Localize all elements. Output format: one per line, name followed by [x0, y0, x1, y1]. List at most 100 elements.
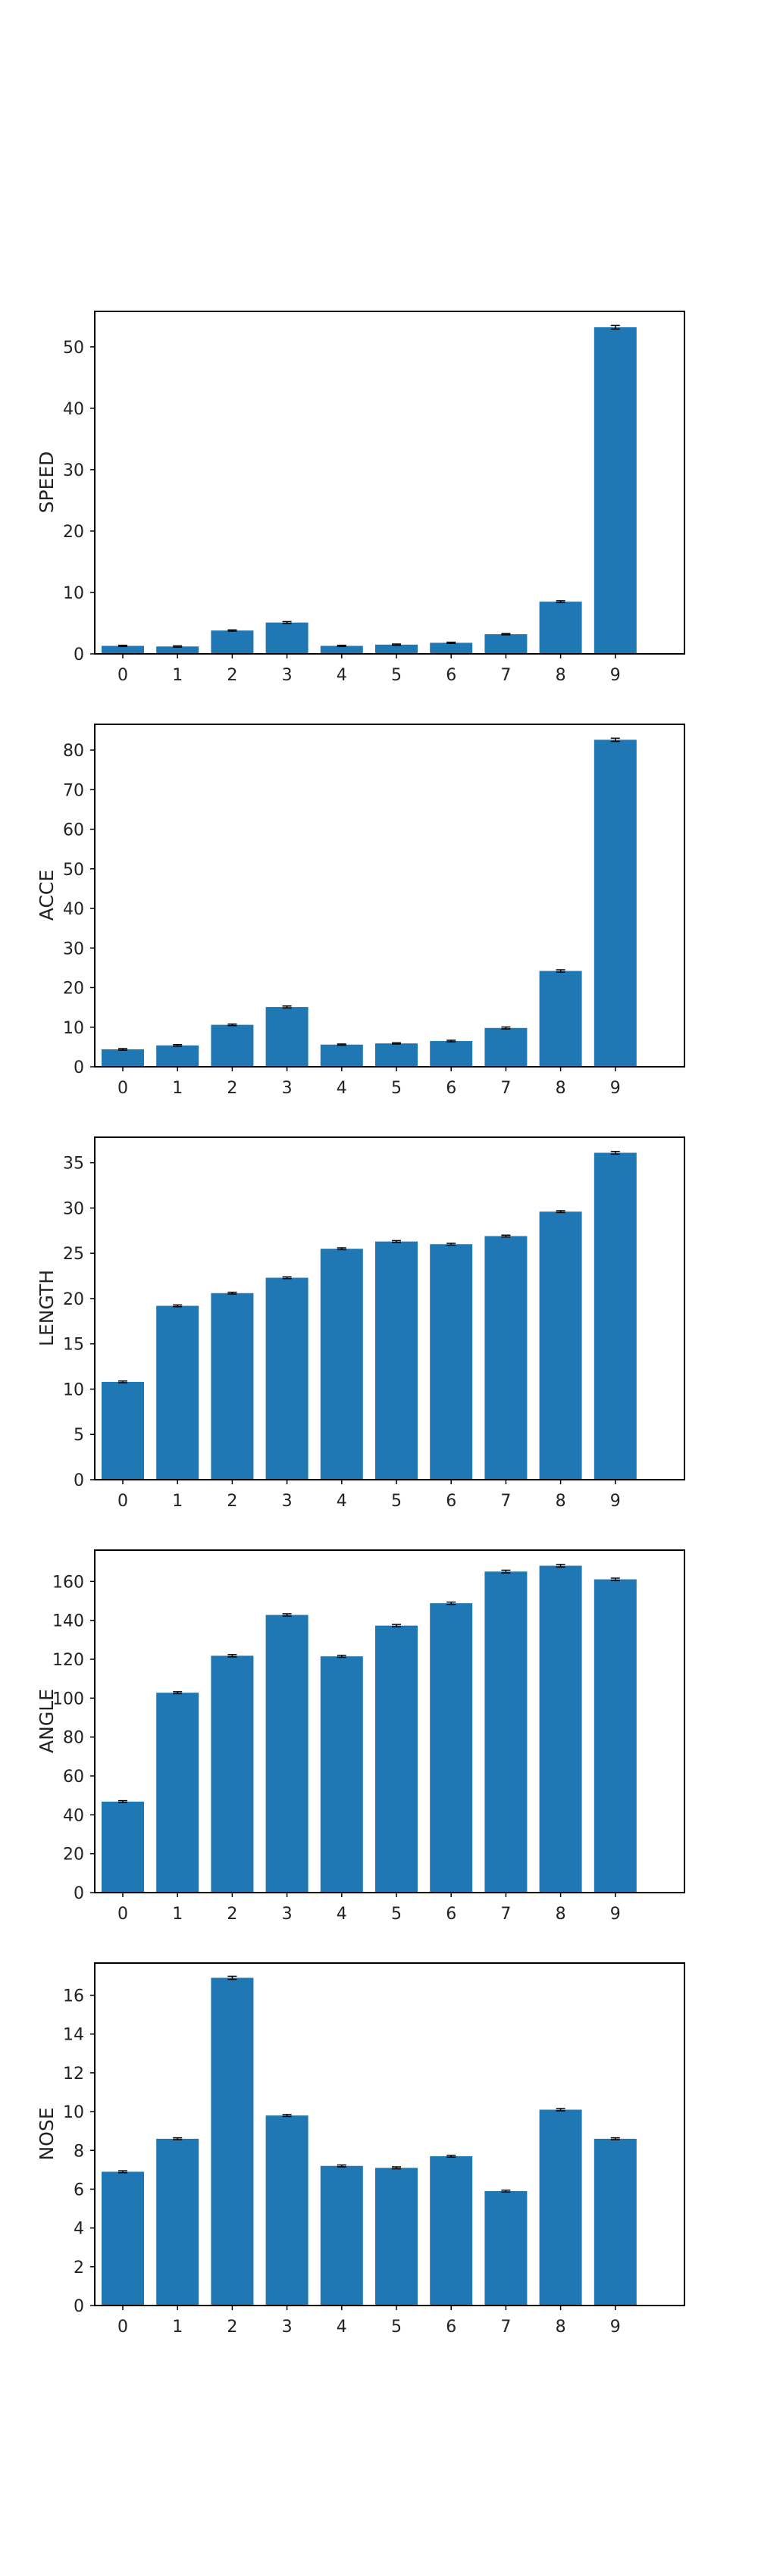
y-tick-label: 30 [63, 461, 84, 480]
x-tick-label: 2 [227, 2318, 237, 2337]
bar-3 [265, 1007, 309, 1067]
x-tick-label: 4 [337, 2318, 347, 2337]
x-tick-label: 8 [556, 1079, 566, 1098]
bar-0 [102, 1381, 144, 1480]
y-tick-label: 14 [63, 2026, 84, 2045]
x-tick-label: 9 [610, 666, 621, 685]
bar-9 [594, 1579, 637, 1893]
bar-6 [430, 2156, 473, 2306]
y-tick-label: 50 [63, 339, 84, 358]
x-tick-label: 7 [500, 1079, 511, 1098]
x-tick-label: 1 [172, 1905, 183, 1924]
x-tick-label: 2 [227, 1492, 237, 1511]
x-tick-label: 5 [391, 1905, 402, 1924]
bar-7 [484, 1571, 528, 1893]
y-tick-label: 15 [63, 1336, 84, 1355]
x-tick-label: 1 [172, 666, 183, 685]
bar-3 [265, 2115, 309, 2306]
y-tick-label: 0 [74, 1884, 84, 1903]
bar-1 [156, 1693, 199, 1893]
bar-4 [320, 1656, 363, 1893]
x-tick-label: 0 [117, 1905, 128, 1924]
y-tick-label: 40 [63, 1806, 84, 1825]
y-tick-label: 16 [63, 1987, 84, 2006]
x-tick-label: 7 [500, 666, 511, 685]
bar-5 [375, 1625, 418, 1893]
y-tick-label: 80 [63, 1729, 84, 1748]
bar-2 [211, 1977, 254, 2306]
y-tick-label: 60 [63, 1768, 84, 1787]
bar-0 [102, 1801, 144, 1893]
y-tick-label: 160 [52, 1573, 84, 1592]
x-tick-label: 7 [500, 1492, 511, 1511]
bar-chart-svg: 0 10 20 30 40 50 0 1 2 3 4 5 6 7 8 9 SPEED [36, 311, 685, 685]
y-tick-label: 30 [63, 939, 84, 958]
x-tick-label: 9 [610, 2318, 621, 2337]
y-tick-label: 10 [63, 1019, 84, 1038]
chart-panel-acce: 0 10 20 30 40 50 60 70 80 0 1 2 3 4 5 6 7 8 9 ACCE [0, 724, 758, 1133]
plot-frame [94, 724, 685, 1068]
bar-6 [430, 1603, 473, 1893]
y-tick-label: 20 [63, 523, 84, 542]
x-tick-label: 5 [391, 1492, 402, 1511]
y-tick-label: 8 [74, 2142, 84, 2161]
x-tick-label: 3 [282, 1492, 293, 1511]
x-tick-label: 1 [172, 2318, 183, 2337]
x-tick-label: 6 [446, 1492, 456, 1511]
x-tick-label: 8 [556, 1905, 566, 1924]
y-tick-label: 0 [74, 646, 84, 664]
y-axis-title: ACCE [36, 870, 58, 921]
bar-6 [430, 1244, 473, 1480]
y-tick-label: 40 [63, 400, 84, 419]
x-tick-label: 2 [227, 666, 237, 685]
x-tick-label: 5 [391, 1079, 402, 1098]
x-tick-label: 9 [610, 1492, 621, 1511]
x-tick-label: 7 [500, 2318, 511, 2337]
bar-2 [211, 630, 254, 654]
bar-chart-svg: 0 20 40 60 80 100 120 140 160 0 1 2 3 4 5 6 7 8 9 ANGLE [36, 1549, 685, 1924]
y-tick-label: 4 [74, 2220, 84, 2239]
chart-panel-nose: 0 2 4 6 8 10 12 14 16 0 1 2 3 4 5 6 7 8 9 NOSE [0, 1962, 758, 2371]
x-tick-label: 0 [117, 1079, 128, 1098]
x-tick-label: 5 [391, 2318, 402, 2337]
x-tick-label: 9 [610, 1079, 621, 1098]
bar-9 [594, 2138, 637, 2306]
x-tick-label: 3 [282, 666, 293, 685]
x-tick-label: 2 [227, 1079, 237, 1098]
y-tick-label: 10 [63, 584, 84, 603]
bar-6 [430, 642, 473, 654]
y-tick-label: 20 [63, 980, 84, 999]
x-tick-label: 6 [446, 1905, 456, 1924]
bar-0 [102, 646, 144, 654]
y-axis-title: LENGTH [36, 1270, 58, 1346]
bar-3 [265, 622, 309, 654]
bar-0 [102, 2171, 144, 2306]
bar-1 [156, 1045, 199, 1067]
y-axis-title: NOSE [36, 2107, 58, 2160]
x-tick-label: 0 [117, 2318, 128, 2337]
y-axis-title: ANGLE [36, 1689, 58, 1753]
bar-2 [211, 1293, 254, 1480]
y-tick-label: 2 [74, 2259, 84, 2277]
plot-frame [94, 1549, 685, 1893]
bar-5 [375, 1043, 418, 1067]
bar-7 [484, 1027, 528, 1067]
bar-6 [430, 1041, 473, 1067]
bar-1 [156, 2138, 199, 2306]
bar-9 [594, 1152, 637, 1480]
bar-chart-svg: 0 10 20 30 40 50 60 70 80 0 1 2 3 4 5 6 7 8 9 ACCE [36, 724, 685, 1098]
bar-5 [375, 644, 418, 654]
x-tick-label: 4 [337, 1079, 347, 1098]
y-axis-title: SPEED [36, 452, 58, 514]
y-tick-label: 140 [52, 1612, 84, 1631]
y-tick-label: 0 [74, 1471, 84, 1490]
bar-2 [211, 1024, 254, 1067]
y-tick-label: 40 [63, 900, 84, 919]
x-tick-label: 4 [337, 1905, 347, 1924]
bar-chart-svg: 0 5 10 15 20 25 30 35 0 1 2 3 4 5 6 7 8 9 LENGTH [36, 1136, 685, 1511]
chart-panel-speed: 0 10 20 30 40 50 0 1 2 3 4 5 6 7 8 9 SPEED [0, 311, 758, 720]
chart-panel-length: 0 5 10 15 20 25 30 35 0 1 2 3 4 5 6 7 8 9 LENGTH [0, 1136, 758, 1546]
bar-1 [156, 1305, 199, 1480]
